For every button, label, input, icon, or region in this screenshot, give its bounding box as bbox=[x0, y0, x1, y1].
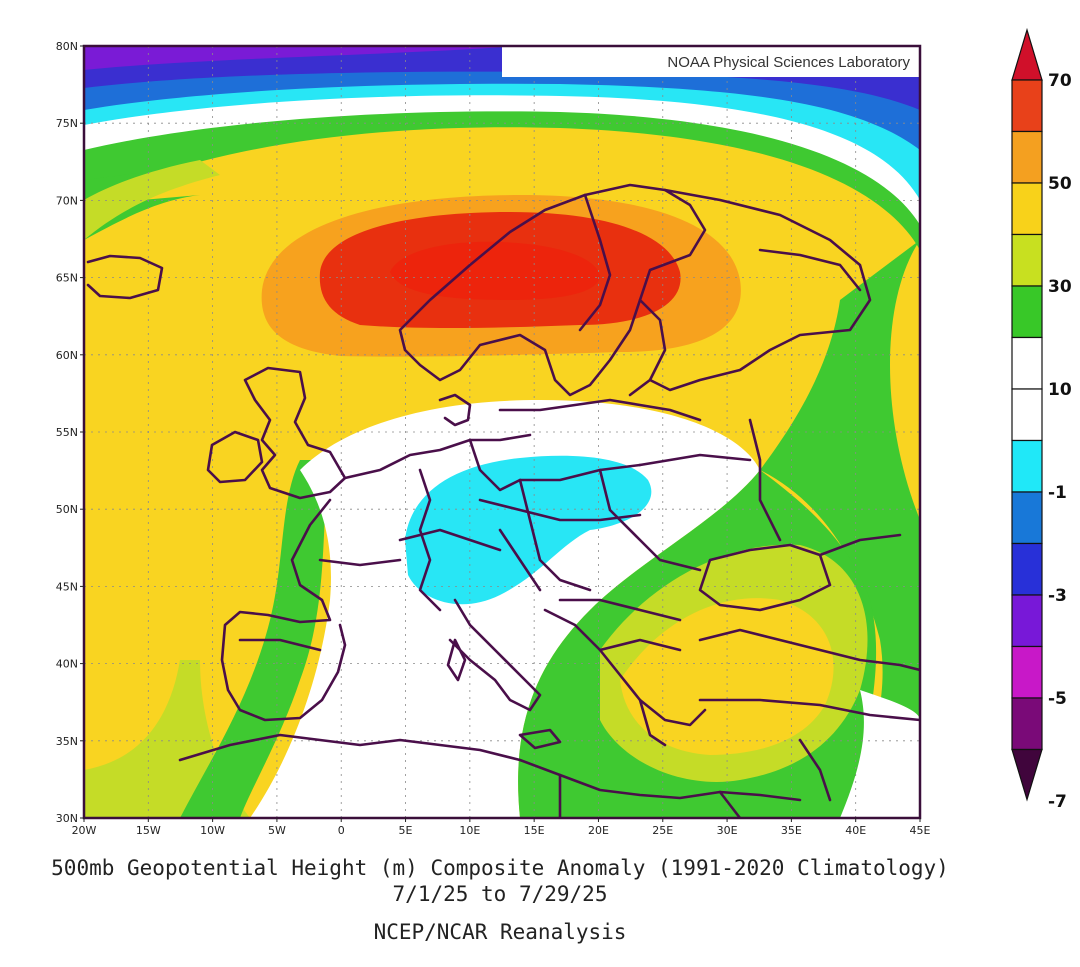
legend-swatch bbox=[1011, 182, 1043, 236]
lon-tick-label: 25E bbox=[652, 824, 673, 837]
legend-label: -1 bbox=[1048, 483, 1067, 503]
lat-tick-label: 45N bbox=[56, 580, 78, 593]
longitude-tick-labels: 20W 15W 10W 5W 0 5E 10E 15E 20E 25E 30E 35E 40E 45E bbox=[72, 818, 931, 837]
legend-colorbar: 70 50 30 10 -1 -3 -5 -7 bbox=[1011, 27, 1072, 812]
legend-swatch bbox=[1011, 79, 1043, 133]
latitude-tick-labels: 80N 75N 70N 65N 60N 55N 50N 45N 40N 35N 30N bbox=[56, 40, 84, 825]
lon-tick-label: 40E bbox=[845, 824, 866, 837]
legend-label: -7 bbox=[1048, 792, 1067, 812]
field-yellowgreen-west bbox=[84, 160, 220, 240]
legend-label: 10 bbox=[1048, 380, 1072, 400]
legend-bottom-arrow bbox=[1011, 748, 1043, 802]
lon-tick-label: 15W bbox=[136, 824, 161, 837]
legend-swatch bbox=[1011, 285, 1043, 339]
legend-swatch bbox=[1011, 233, 1043, 287]
field-purple-north bbox=[84, 46, 520, 70]
lat-tick-label: 55N bbox=[56, 426, 78, 439]
legend-swatch bbox=[1011, 594, 1043, 648]
lon-tick-label: 0 bbox=[338, 824, 345, 837]
lon-tick-label: 20E bbox=[588, 824, 609, 837]
lon-tick-label: 45E bbox=[910, 824, 931, 837]
legend-swatch bbox=[1011, 697, 1043, 751]
lat-tick-label: 70N bbox=[56, 194, 78, 207]
lat-tick-label: 65N bbox=[56, 272, 78, 285]
lat-tick-label: 35N bbox=[56, 735, 78, 748]
legend-label: 30 bbox=[1048, 277, 1072, 297]
lat-tick-label: 50N bbox=[56, 503, 78, 516]
map-panel bbox=[84, 46, 920, 818]
caption-date-range: 7/1/25 to 7/29/25 bbox=[392, 882, 608, 906]
lon-tick-label: 10W bbox=[200, 824, 225, 837]
legend-top-arrow bbox=[1011, 27, 1043, 81]
lon-tick-label: 5E bbox=[399, 824, 413, 837]
lon-tick-label: 5W bbox=[268, 824, 286, 837]
field-green-east bbox=[760, 240, 920, 818]
lat-tick-label: 60N bbox=[56, 349, 78, 362]
legend-label: -5 bbox=[1048, 689, 1067, 709]
field-red-core bbox=[390, 241, 600, 300]
legend-swatch bbox=[1011, 491, 1043, 545]
caption-title: 500mb Geopotential Height (m) Composite … bbox=[51, 856, 949, 880]
caption-source: NCEP/NCAR Reanalysis bbox=[373, 920, 627, 944]
field-white-southeast bbox=[840, 690, 920, 818]
field-green-southwest bbox=[180, 460, 330, 818]
legend-swatch bbox=[1011, 542, 1043, 596]
graticule-gridlines bbox=[84, 46, 920, 818]
lon-tick-label: 20W bbox=[72, 824, 97, 837]
lon-tick-label: 30E bbox=[717, 824, 738, 837]
legend-label: 70 bbox=[1048, 71, 1072, 91]
legend-swatch bbox=[1011, 336, 1043, 390]
legend-label: 50 bbox=[1048, 174, 1072, 194]
coastlines-and-borders bbox=[86, 183, 920, 818]
legend-swatch bbox=[1011, 645, 1043, 699]
legend-label: -3 bbox=[1048, 586, 1067, 606]
lat-tick-label: 30N bbox=[56, 812, 78, 825]
legend-swatch bbox=[1011, 439, 1043, 493]
legend-swatch bbox=[1011, 130, 1043, 184]
lat-tick-label: 40N bbox=[56, 658, 78, 671]
credit-label: NOAA Physical Sciences Laboratory bbox=[667, 54, 910, 71]
credit-box bbox=[502, 47, 919, 77]
legend-swatch bbox=[1011, 388, 1043, 442]
lat-tick-label: 75N bbox=[56, 117, 78, 130]
lon-tick-label: 10E bbox=[459, 824, 480, 837]
lat-tick-label: 80N bbox=[56, 40, 78, 53]
lon-tick-label: 15E bbox=[524, 824, 545, 837]
lon-tick-label: 35E bbox=[781, 824, 802, 837]
field-cyan-central bbox=[405, 455, 652, 605]
